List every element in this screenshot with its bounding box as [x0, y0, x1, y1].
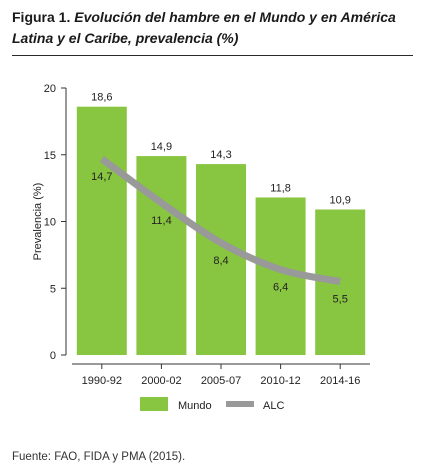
legend-swatch-alc — [226, 401, 254, 407]
legend-label-mundo: Mundo — [178, 400, 212, 412]
x-tick-label: 2010-12 — [260, 375, 300, 387]
y-tick-label: 5 — [50, 283, 56, 295]
x-tick-label: 2014-16 — [320, 375, 360, 387]
y-axis-label: Prevalencia (%) — [32, 183, 44, 261]
bar-value-label: 14,9 — [151, 141, 172, 153]
bar-value-label: 14,3 — [210, 149, 231, 161]
y-tick-label: 10 — [44, 217, 56, 229]
line-value-label: 11,4 — [151, 215, 172, 227]
bar-2014-16 — [315, 209, 366, 355]
bar-2005-07 — [196, 164, 246, 355]
bar-1990-92 — [76, 106, 127, 355]
line-value-label: 8,4 — [213, 255, 228, 267]
bar-value-label: 10,9 — [329, 194, 350, 206]
figure-number: Figura 1. — [12, 9, 71, 25]
legend-label-alc: ALC — [263, 400, 284, 412]
y-tick-label: 0 — [50, 350, 56, 362]
y-tick-label: 20 — [44, 83, 56, 95]
bar-value-label: 11,8 — [270, 182, 291, 194]
source-note: Fuente: FAO, FIDA y PMA (2015). — [12, 451, 186, 463]
x-tick-label: 2000-02 — [141, 375, 181, 387]
line-value-label: 5,5 — [333, 294, 348, 306]
line-value-label: 14,7 — [91, 171, 112, 183]
figure-title: Figura 1. Evolución del hambre en el Mun… — [12, 7, 417, 49]
figure-title-text: Evolución del hambre en el Mundo y en Am… — [12, 9, 396, 46]
title-divider — [12, 55, 413, 56]
x-tick-label: 2005-07 — [201, 375, 241, 387]
bar-value-label: 18,6 — [91, 92, 112, 104]
x-tick-label: 1990-92 — [82, 375, 122, 387]
line-value-label: 6,4 — [273, 282, 288, 294]
legend-swatch-mundo — [140, 397, 168, 411]
y-tick-label: 15 — [44, 150, 56, 162]
